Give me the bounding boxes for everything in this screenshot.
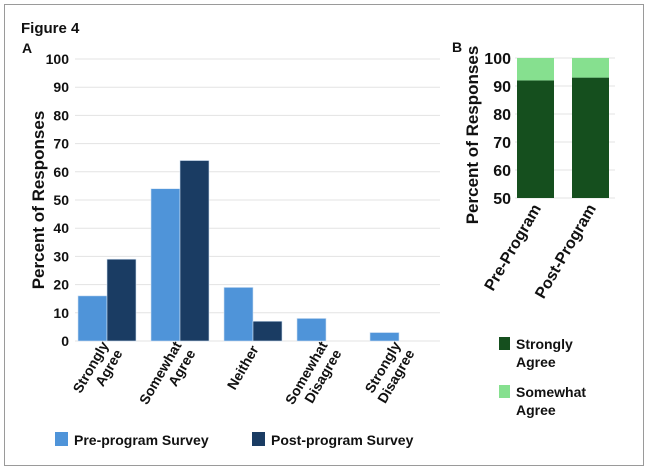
legend-label: Somewhat Agree [516,384,586,418]
x-tick-label: Post-Program [532,202,600,302]
bar-post [179,160,210,342]
legend-label-line: Somewhat [516,384,586,400]
x-tick-label: SomewhatAgree [136,338,199,415]
legend-swatch [252,432,265,446]
y-tick-label: 10 [53,305,69,321]
y-tick-label: 70 [493,135,511,152]
x-tick-label: StronglyDisagree [360,338,417,405]
legend-swatch [499,337,510,350]
panel-a-label: A [22,40,32,56]
y-tick-label: 50 [493,191,511,208]
legend-swatch [55,432,68,446]
y-tick-label: 60 [493,163,511,180]
stacked-bar-strongly-agree [517,80,554,198]
legend-label: Pre-program Survey [74,432,209,448]
panel-b-label: B [452,39,462,55]
y-tick-label: 70 [53,136,69,152]
stacked-bar-strongly-agree [572,77,609,198]
legend-label-line: Strongly [516,336,573,352]
x-tick-label: SomewhatDisagree [282,338,345,415]
stacked-bar-somewhat-agree [572,58,609,78]
legend-label-line: Agree [516,402,556,418]
legend-swatch [499,385,510,398]
x-tick-label: Neither [224,342,262,392]
bar-pre [296,318,327,342]
y-tick-label: 50 [53,192,69,208]
x-tick-label: StronglyAgree [69,338,125,403]
y-tick-label: 30 [53,248,69,264]
y-tick-label: 90 [53,79,69,95]
panel-b-y-axis-label: Percent of Responses [463,46,482,225]
bar-pre [369,332,400,342]
figure-frame [4,4,644,466]
legend-label: Post-program Survey [271,432,414,448]
legend-label-line: Agree [516,354,556,370]
y-tick-label: 0 [61,333,69,349]
y-tick-label: 40 [53,220,69,236]
y-tick-label: 60 [53,164,69,180]
y-tick-label: 80 [53,107,69,123]
bar-pre [150,188,181,342]
x-tick-label: Pre-Program [482,202,545,294]
y-tick-label: 90 [493,79,511,96]
y-tick-label: 100 [484,51,511,68]
y-tick-label: 100 [46,51,70,67]
y-tick-label: 20 [53,277,69,293]
bar-pre [77,295,108,342]
legend-label: Strongly Agree [516,336,573,370]
bar-pre [223,287,254,342]
bar-post [252,320,283,342]
x-tick-label-line: Neither [224,342,262,392]
panel-a-y-axis-label: Percent of Responses [29,111,48,290]
y-tick-label: 80 [493,107,511,124]
bar-post [106,258,137,342]
stacked-bar-somewhat-agree [517,58,554,81]
figure-title: Figure 4 [21,20,80,37]
